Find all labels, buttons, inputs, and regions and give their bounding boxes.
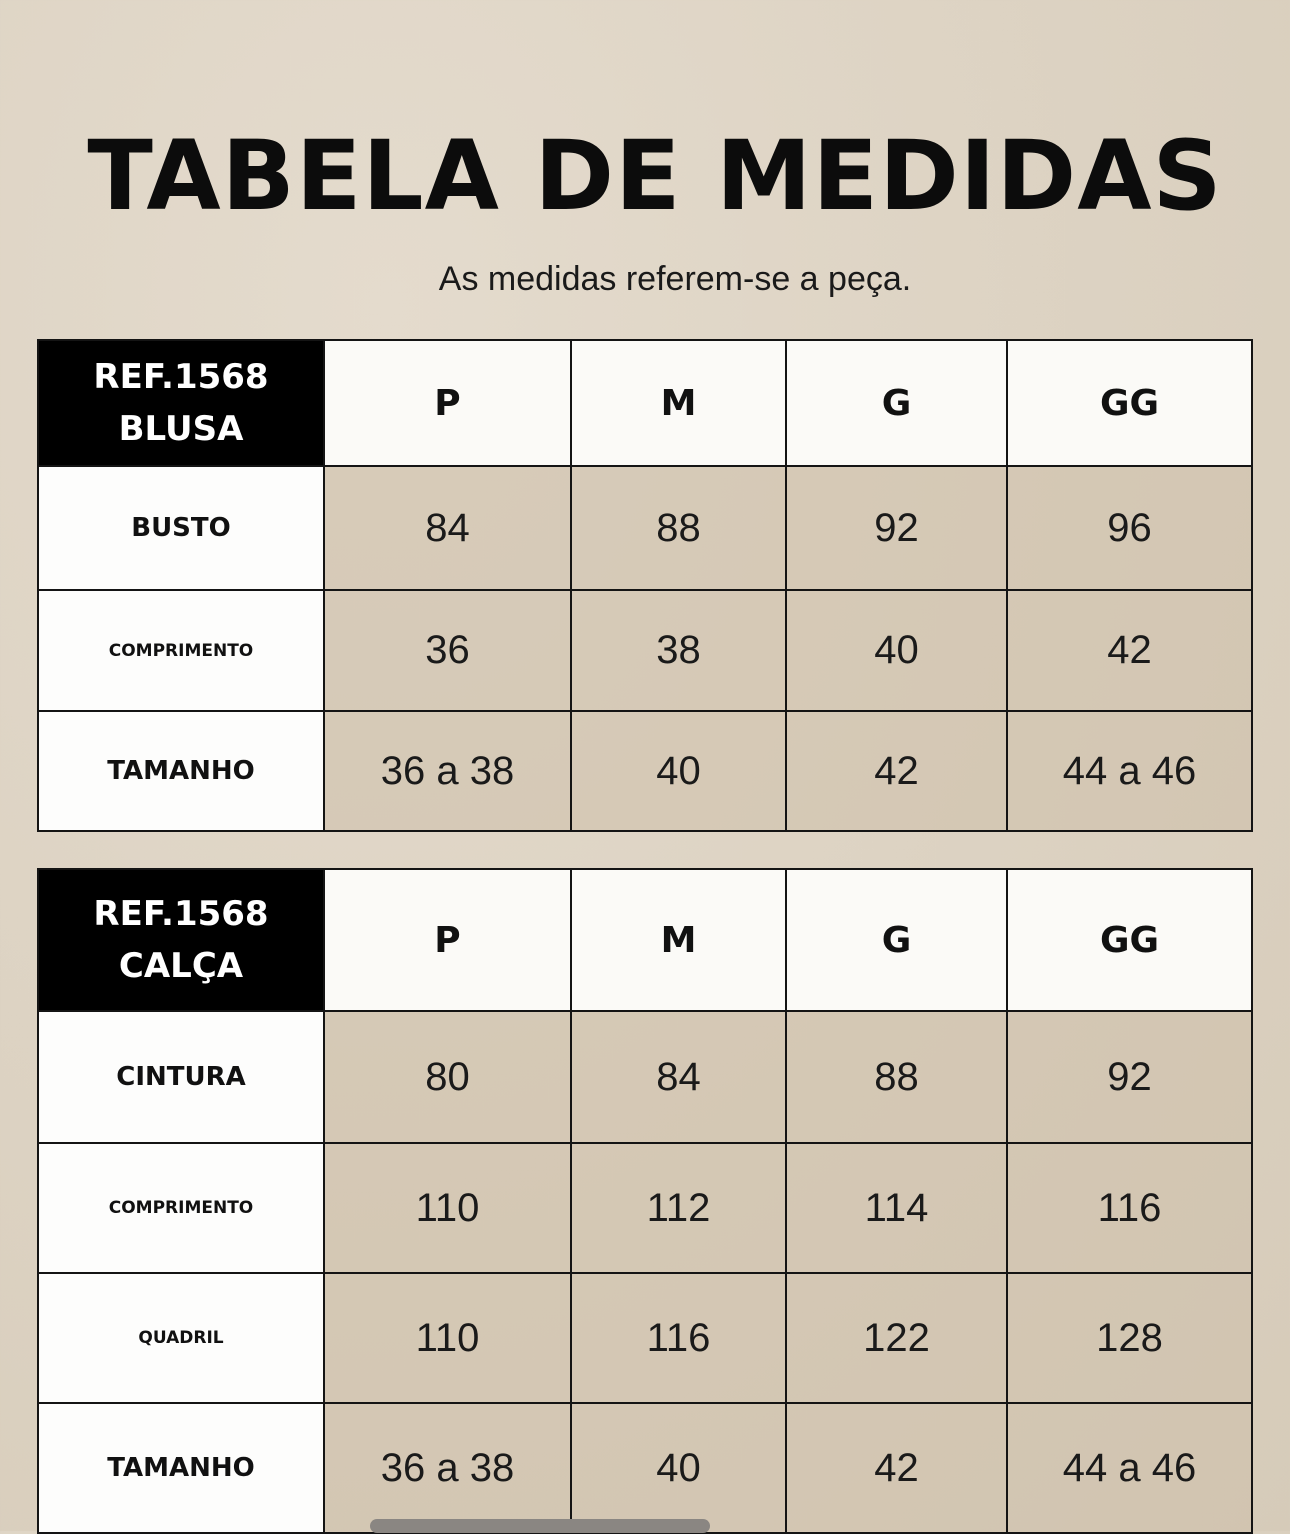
size-header: GG	[1006, 339, 1253, 467]
reference-cell: REF.1568 BLUSA	[37, 339, 325, 467]
size-header: P	[323, 868, 572, 1012]
measure-label: COMPRIMENTO	[37, 589, 325, 712]
measure-value: 36	[323, 589, 572, 712]
size-header: G	[785, 868, 1008, 1012]
measure-value: 112	[570, 1142, 787, 1274]
measure-value: 80	[323, 1010, 572, 1144]
product-name: CALÇA	[118, 946, 244, 986]
measure-value: 40	[570, 710, 787, 832]
table-row: CINTURA 80 84 88 92	[37, 1010, 1253, 1144]
header-row: REF.1568 BLUSA P M G GG	[37, 339, 1253, 467]
reference-code: REF.1568	[93, 357, 269, 397]
table-row: TAMANHO 36 a 38 40 42 44 a 46	[37, 710, 1253, 832]
measure-value: 40	[570, 1402, 787, 1534]
table-row: QUADRIL 110 116 122 128	[37, 1272, 1253, 1404]
measure-value: 40	[785, 589, 1008, 712]
measure-value: 36 a 38	[323, 710, 572, 832]
measure-value: 36 a 38	[323, 1402, 572, 1534]
measure-label: CINTURA	[37, 1010, 325, 1144]
measure-value: 96	[1006, 465, 1253, 591]
table-row: COMPRIMENTO 36 38 40 42	[37, 589, 1253, 712]
product-name: BLUSA	[118, 409, 244, 449]
measure-value: 42	[1006, 589, 1253, 712]
size-table-blusa: REF.1568 BLUSA P M G GG BUSTO 84 88 92 96 COMPRIMEN…	[37, 339, 1253, 832]
measure-value: 42	[785, 710, 1008, 832]
reference-code: REF.1568	[93, 894, 269, 934]
table-row: COMPRIMENTO 110 112 114 116	[37, 1142, 1253, 1274]
measure-value: 114	[785, 1142, 1008, 1274]
page-subtitle: As medidas referem-se a peça.	[438, 260, 912, 298]
measure-value: 116	[1006, 1142, 1253, 1274]
size-header: G	[785, 339, 1008, 467]
measure-value: 110	[323, 1272, 572, 1404]
measure-value: 88	[785, 1010, 1008, 1144]
size-header: P	[323, 339, 572, 467]
measure-value: 38	[570, 589, 787, 712]
size-header: M	[570, 339, 787, 467]
measure-value: 92	[785, 465, 1008, 591]
measure-value: 122	[785, 1272, 1008, 1404]
scrollbar[interactable]	[370, 1519, 710, 1533]
measure-value: 44 a 46	[1006, 1402, 1253, 1534]
measure-value: 128	[1006, 1272, 1253, 1404]
header-row: REF.1568 CALÇA P M G GG	[37, 868, 1253, 1012]
measure-value: 116	[570, 1272, 787, 1404]
size-header: M	[570, 868, 787, 1012]
measure-label: TAMANHO	[37, 1402, 325, 1534]
size-header: GG	[1006, 868, 1253, 1012]
measure-value: 88	[570, 465, 787, 591]
reference-cell: REF.1568 CALÇA	[37, 868, 325, 1012]
measure-label: TAMANHO	[37, 710, 325, 832]
measure-value: 84	[570, 1010, 787, 1144]
measure-value: 110	[323, 1142, 572, 1274]
table-row: BUSTO 84 88 92 96	[37, 465, 1253, 591]
size-table-calça: REF.1568 CALÇA P M G GG CINTURA 80 84 88 92 COMPRIM…	[37, 868, 1253, 1534]
page-title: TABELA DE MEDIDAS	[87, 120, 1223, 232]
measure-value: 42	[785, 1402, 1008, 1534]
measure-label: QUADRIL	[37, 1272, 325, 1404]
measure-label: COMPRIMENTO	[37, 1142, 325, 1274]
table-row: TAMANHO 36 a 38 40 42 44 a 46	[37, 1402, 1253, 1534]
measure-value: 44 a 46	[1006, 710, 1253, 832]
measure-label: BUSTO	[37, 465, 325, 591]
measure-value: 92	[1006, 1010, 1253, 1144]
measure-value: 84	[323, 465, 572, 591]
